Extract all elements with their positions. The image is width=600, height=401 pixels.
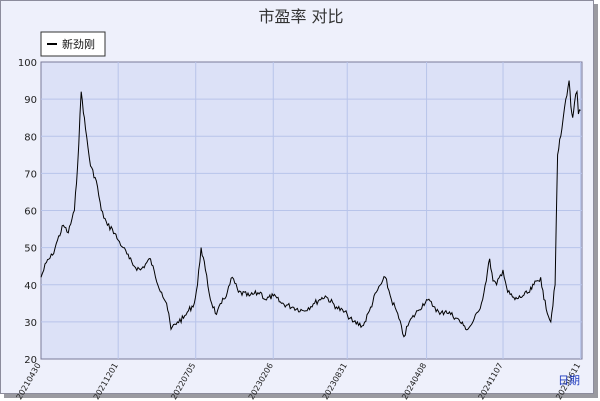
- x-tick-label: 20240408: [400, 362, 428, 401]
- x-tick-label: 20230206: [247, 362, 275, 401]
- y-tick-label: 30: [24, 318, 37, 329]
- x-tick-label: 20210430: [15, 362, 43, 401]
- y-tick-label: 90: [24, 95, 37, 106]
- y-tick-label: 40: [24, 281, 37, 292]
- x-axis-ticks: 20210430 20211201 20220705 20230206 20230831…: [15, 362, 583, 401]
- y-tick-label: 50: [24, 244, 37, 255]
- x-tick-label: 20220705: [169, 362, 197, 401]
- x-axis-label: 日期: [558, 374, 580, 387]
- x-tick-label: 20241107: [477, 362, 505, 401]
- legend-label: 新劲刚: [62, 37, 95, 51]
- chart-title: 市盈率 对比: [258, 7, 343, 26]
- x-tick-label: 20211201: [92, 362, 120, 401]
- legend: 新劲刚: [41, 32, 105, 56]
- x-tick-label: 20230831: [321, 362, 349, 401]
- y-tick-label: 100: [18, 58, 37, 69]
- y-tick-label: 70: [24, 169, 37, 180]
- y-tick-label: 80: [24, 132, 37, 143]
- y-tick-label: 60: [24, 207, 37, 218]
